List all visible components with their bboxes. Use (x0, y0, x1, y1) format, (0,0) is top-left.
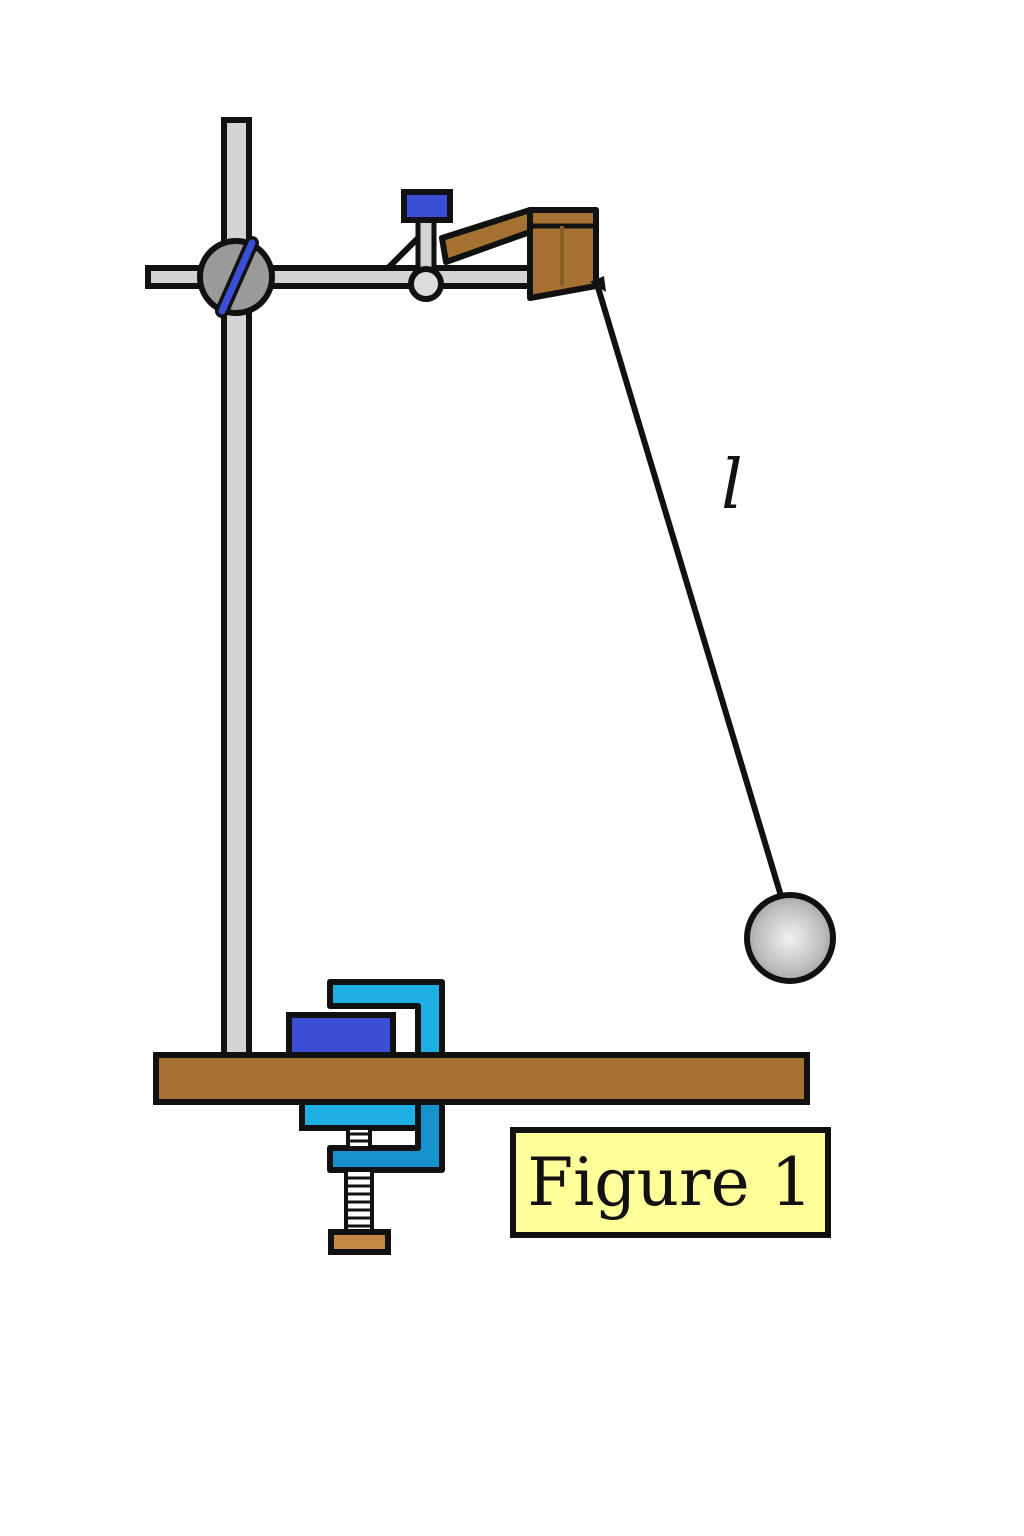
string-attachment-point (590, 276, 606, 292)
caption-text: Figure 1 (527, 1144, 812, 1221)
pendulum-string (594, 283, 784, 897)
c-clamp-lower (299, 1099, 445, 1255)
screw-knob (401, 189, 453, 223)
table-board (153, 1052, 810, 1105)
arm-clamp-screw (385, 189, 453, 302)
caption-box (510, 1127, 831, 1238)
pendulum-holder-bracket (439, 207, 599, 301)
pendulum-bob-icon (744, 892, 836, 984)
clamp-pad (286, 1012, 396, 1060)
pivot-pin (408, 266, 444, 302)
length-label: l (721, 446, 743, 525)
clamp-screw-thread (344, 1126, 374, 1234)
clamp-handle (328, 1229, 391, 1255)
c-clamp-icon (286, 979, 445, 1061)
figure-caption: Figure 1 (510, 1127, 831, 1238)
boss-head-icon (197, 236, 275, 318)
